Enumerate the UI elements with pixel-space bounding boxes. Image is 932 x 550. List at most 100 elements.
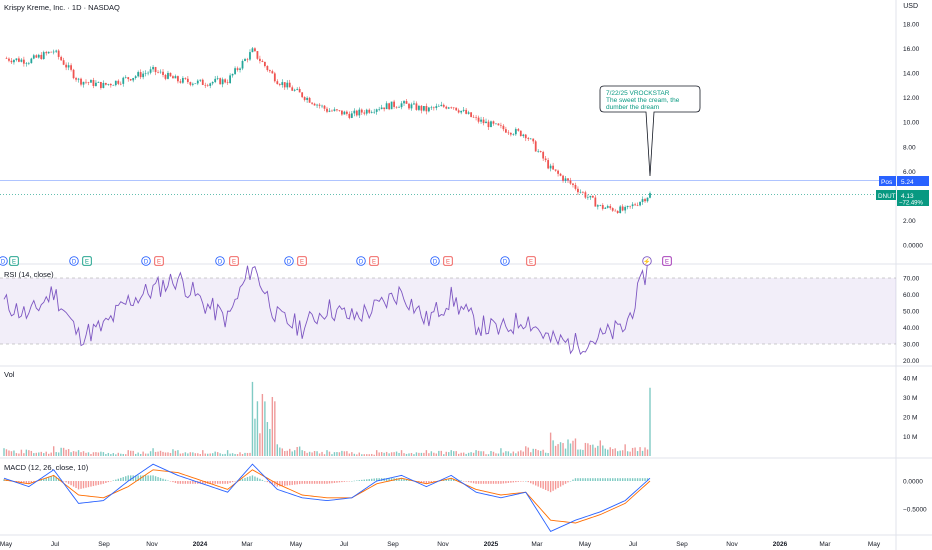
- earnings-marker[interactable]: E: [526, 256, 536, 266]
- event-box[interactable]: [526, 256, 536, 266]
- earnings-marker[interactable]: E: [154, 256, 164, 266]
- candle-body: [35, 55, 38, 58]
- event-box[interactable]: [154, 256, 164, 266]
- candle-body: [10, 60, 13, 63]
- candle-body: [636, 205, 639, 206]
- event-box[interactable]: [82, 256, 92, 266]
- pos-value-badge[interactable]: [897, 176, 929, 186]
- dividend-marker[interactable]: D: [141, 256, 151, 266]
- dividend-marker[interactable]: D: [430, 256, 440, 266]
- candle-body: [507, 132, 510, 134]
- event-circle[interactable]: [356, 256, 366, 266]
- candle-body: [577, 188, 579, 193]
- earnings-marker[interactable]: E: [662, 256, 672, 266]
- volume-bar: [373, 454, 375, 456]
- candle-body: [234, 68, 236, 74]
- volume-bar: [621, 450, 624, 456]
- macd-histogram-bar: [378, 478, 380, 481]
- volume-bar: [254, 418, 256, 456]
- event-circle[interactable]: [500, 256, 510, 266]
- earnings-marker[interactable]: E: [443, 256, 453, 266]
- volume-bar: [115, 454, 117, 456]
- earnings-marker[interactable]: E: [82, 256, 92, 266]
- macd-histogram-bar: [142, 475, 144, 481]
- event-circle[interactable]: [284, 256, 294, 266]
- position-badge[interactable]: Pos 5.24: [879, 176, 929, 186]
- volume-bar: [448, 452, 450, 456]
- volume-pane-label[interactable]: Vol: [4, 370, 15, 379]
- macd-histogram-bar: [284, 481, 286, 486]
- candle-body: [606, 206, 609, 208]
- candle-body: [442, 104, 445, 107]
- candle-body: [82, 81, 85, 85]
- macd-histogram-bar: [92, 481, 95, 487]
- time-tick-label: May: [868, 541, 881, 548]
- candle-body: [186, 78, 189, 83]
- time-tick-label: 2024: [193, 541, 208, 548]
- macd-histogram-bar: [398, 478, 400, 481]
- price-candles: [5, 46, 651, 214]
- candle-body: [492, 121, 495, 124]
- callout-line-3[interactable]: dumber the dream: [606, 104, 659, 111]
- symbol-title[interactable]: Krispy Kreme, Inc. · 1D · NASDAQ: [4, 3, 120, 12]
- volume-bar: [10, 451, 13, 456]
- macd-histogram-bar: [539, 481, 542, 488]
- event-circle[interactable]: [69, 256, 79, 266]
- event-label: E: [529, 260, 533, 266]
- event-box[interactable]: [369, 256, 379, 266]
- event-box[interactable]: [662, 256, 672, 266]
- price-tick-label: 8.00: [903, 144, 916, 151]
- dividend-marker[interactable]: D: [500, 256, 510, 266]
- earnings-marker[interactable]: E: [229, 256, 239, 266]
- dividend-marker[interactable]: D: [356, 256, 366, 266]
- callout-box[interactable]: [599, 85, 701, 177]
- event-circle[interactable]: [642, 256, 652, 266]
- callout-line-1[interactable]: 7/22/25 VROCKSTAR: [606, 90, 670, 97]
- time-tick-label: 2025: [484, 541, 499, 548]
- volume-bar: [236, 454, 239, 456]
- split-marker[interactable]: ⚡: [642, 256, 652, 266]
- volume-bar: [286, 450, 288, 456]
- candle-body: [263, 61, 266, 67]
- candle-body: [119, 83, 122, 85]
- macd-histogram-bar: [313, 481, 316, 484]
- earnings-marker[interactable]: E: [297, 256, 307, 266]
- price-badge[interactable]: DNUT 4.13 −72.49%: [876, 190, 929, 207]
- symbol-badge[interactable]: [876, 190, 896, 200]
- dividend-marker[interactable]: D: [284, 256, 294, 266]
- callout-line-2[interactable]: The sweet the cream, the: [606, 97, 680, 104]
- volume-bar: [112, 453, 115, 456]
- candle-body: [15, 58, 18, 61]
- event-box[interactable]: [297, 256, 307, 266]
- last-price-badge[interactable]: [897, 190, 929, 206]
- event-circle[interactable]: [141, 256, 151, 266]
- dividend-marker[interactable]: D: [69, 256, 79, 266]
- annotation-callout[interactable]: 7/22/25 VROCKSTAR The sweet the cream, t…: [599, 85, 701, 177]
- event-box[interactable]: [9, 256, 19, 266]
- dividend-marker[interactable]: D: [215, 256, 225, 266]
- event-circle[interactable]: [0, 256, 8, 266]
- pos-label-badge[interactable]: [879, 176, 896, 186]
- volume-bar: [539, 450, 542, 456]
- dividend-marker[interactable]: D: [0, 256, 8, 266]
- currency-label[interactable]: USD: [903, 3, 918, 10]
- volume-bar: [517, 451, 520, 456]
- macd-histogram-bar: [85, 481, 87, 488]
- volume-bar: [130, 450, 132, 456]
- event-circle[interactable]: [430, 256, 440, 266]
- event-circle[interactable]: [215, 256, 225, 266]
- event-box[interactable]: [229, 256, 239, 266]
- candle-body: [480, 119, 482, 122]
- earnings-marker[interactable]: E: [369, 256, 379, 266]
- macd-histogram-bar: [507, 481, 510, 483]
- volume-bar: [634, 447, 636, 456]
- event-label: D: [287, 260, 292, 266]
- candle-body: [502, 125, 505, 130]
- event-label: E: [300, 260, 304, 266]
- rsi-pane-label[interactable]: RSI (14, close): [4, 270, 54, 279]
- event-box[interactable]: [443, 256, 453, 266]
- earnings-marker[interactable]: E: [9, 256, 19, 266]
- rsi-series: [3, 261, 651, 355]
- macd-pane-label[interactable]: MACD (12, 26, close, 10): [4, 463, 89, 472]
